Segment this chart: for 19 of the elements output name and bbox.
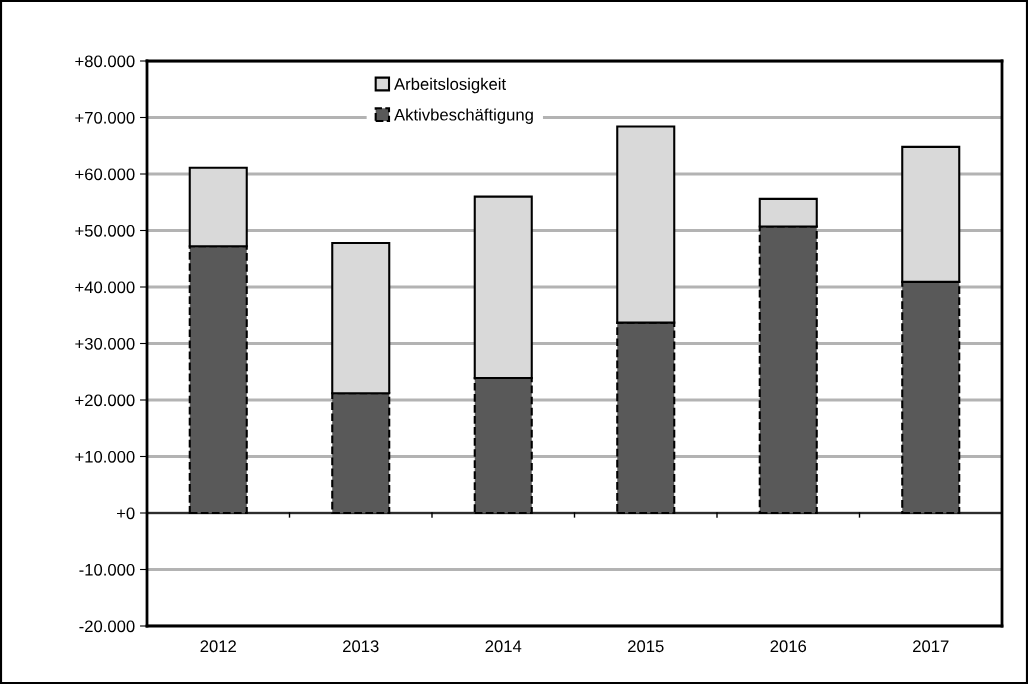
x-tick-label: 2016 [770,640,807,653]
y-tick-label: +0 [117,507,135,520]
y-tick-label: +70.000 [75,111,135,124]
x-tick-label: 2014 [485,640,522,653]
y-tick-label: +80.000 [75,55,135,68]
y-tick-label: +10.000 [75,450,135,463]
y-tick-label: +40.000 [75,281,135,294]
x-tick-label: 2017 [913,640,949,653]
legend-label: Aktivbeschäftigung [394,108,533,124]
y-tick-label: -20.000 [79,620,135,633]
x-tick-label: 2015 [628,640,664,653]
legend-label: Arbeitslosigkeit [394,77,506,94]
y-tick-label: -10.000 [79,563,135,576]
y-tick-label: +60.000 [75,168,135,181]
y-tick-label: +50.000 [75,224,135,237]
x-tick-label: 2012 [200,640,236,653]
y-tick-label: +20.000 [75,394,135,407]
y-tick-label: +30.000 [75,337,135,350]
x-tick-label: 2013 [343,640,379,653]
